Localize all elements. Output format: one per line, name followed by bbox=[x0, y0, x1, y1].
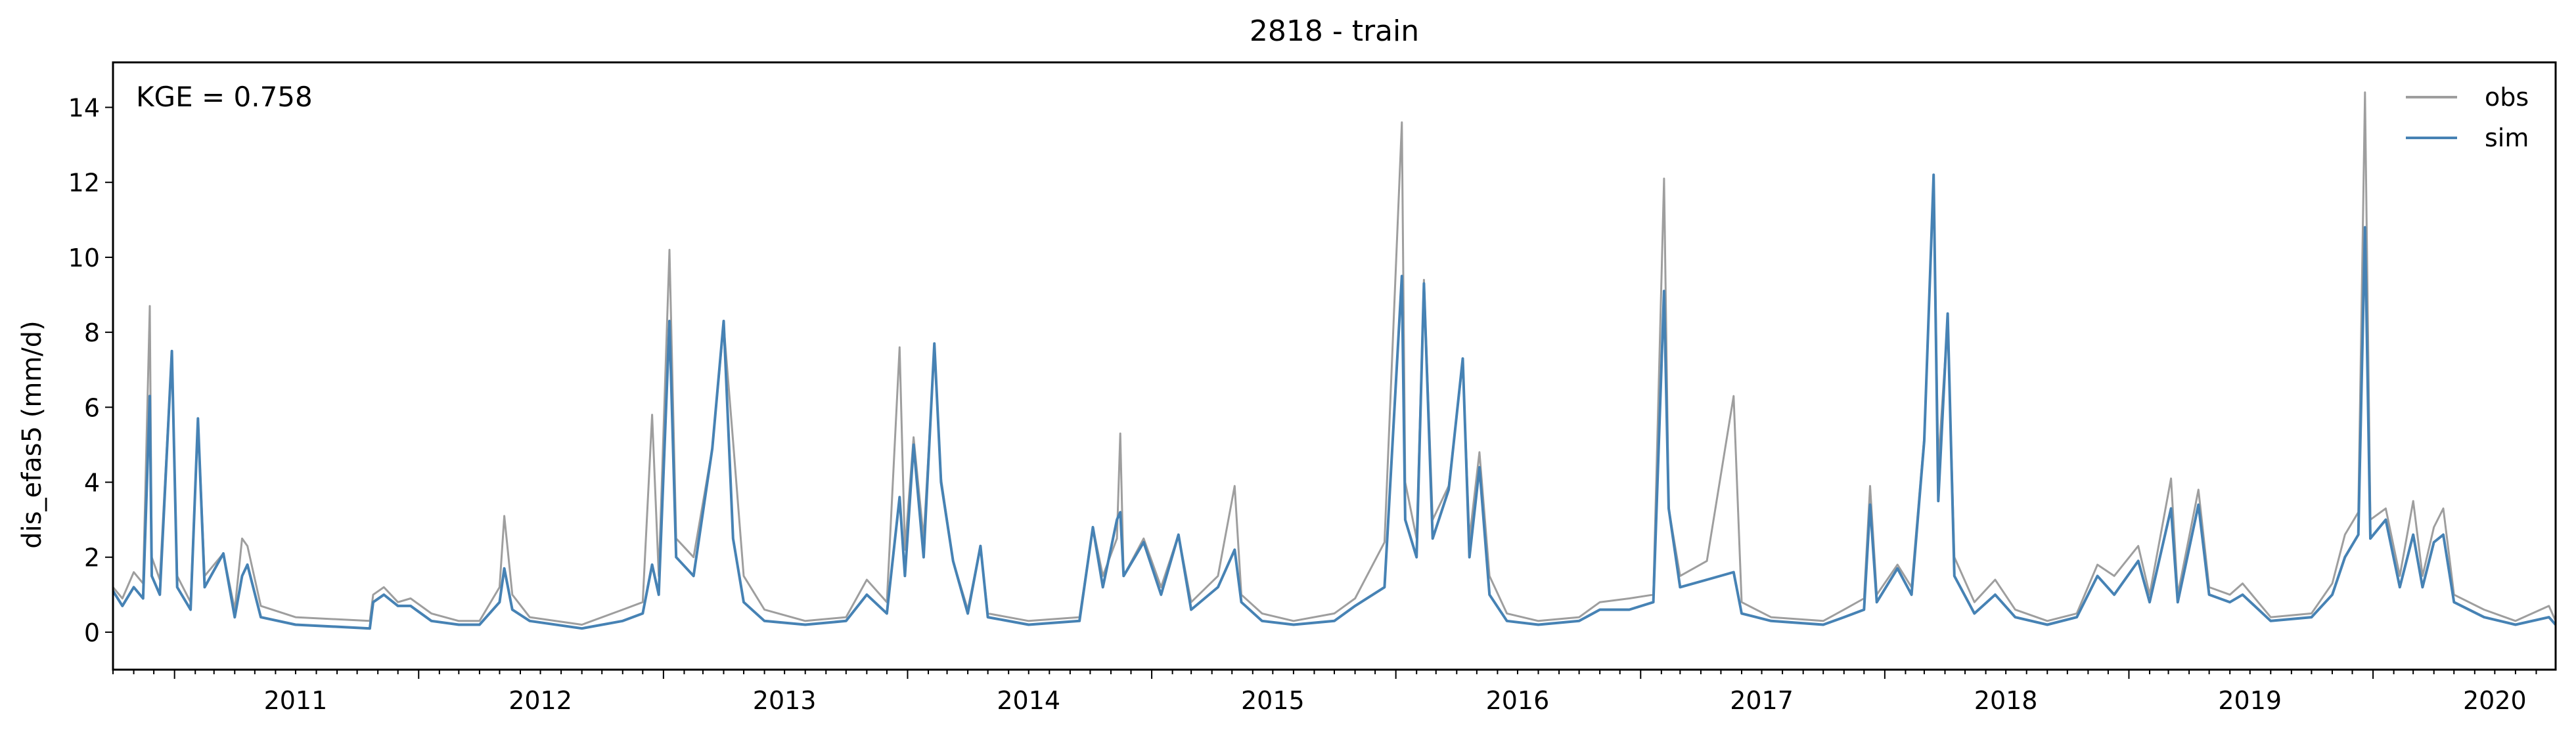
chart-title: 2818 - train bbox=[1250, 14, 1419, 48]
y-tick-label: 2 bbox=[84, 544, 100, 572]
y-tick-label: 14 bbox=[68, 94, 100, 123]
y-axis: 0 2 4 6 8 10 12 14 bbox=[68, 94, 113, 647]
legend: obs sim bbox=[2406, 83, 2529, 152]
x-tick-label: 2020 bbox=[2463, 686, 2527, 715]
legend-label-sim: sim bbox=[2485, 123, 2529, 152]
plot-area bbox=[112, 61, 2557, 671]
y-tick-label: 6 bbox=[84, 393, 100, 422]
series-line-sim bbox=[112, 173, 2557, 630]
x-tick-label: 2017 bbox=[1730, 686, 1794, 715]
x-tick-label: 2013 bbox=[753, 686, 817, 715]
y-tick-label: 4 bbox=[84, 469, 100, 498]
x-tick-label: 2015 bbox=[1241, 686, 1305, 715]
x-tick-label: 2016 bbox=[1486, 686, 1550, 715]
plot-frame bbox=[113, 62, 2556, 670]
y-tick-label: 8 bbox=[84, 318, 100, 347]
kge-annotation: KGE = 0.758 bbox=[136, 81, 313, 113]
x-tick-label: 2018 bbox=[1974, 686, 2038, 715]
x-axis: 2011 2012 2013 2014 2015 2016 2017 2018 2019 2020 bbox=[112, 670, 2537, 715]
y-tick-label: 12 bbox=[68, 169, 100, 198]
series-layer bbox=[112, 91, 2557, 630]
legend-label-obs: obs bbox=[2485, 83, 2529, 112]
y-axis-label: dis_efas5 (mm/d) bbox=[17, 320, 47, 549]
x-tick-label: 2019 bbox=[2218, 686, 2282, 715]
series-line-obs bbox=[112, 91, 2557, 626]
x-tick-label: 2014 bbox=[997, 686, 1060, 715]
x-tick-label: 2011 bbox=[264, 686, 328, 715]
y-tick-label: 0 bbox=[84, 618, 100, 647]
x-tick-label: 2012 bbox=[508, 686, 572, 715]
y-tick-label: 10 bbox=[68, 244, 100, 272]
